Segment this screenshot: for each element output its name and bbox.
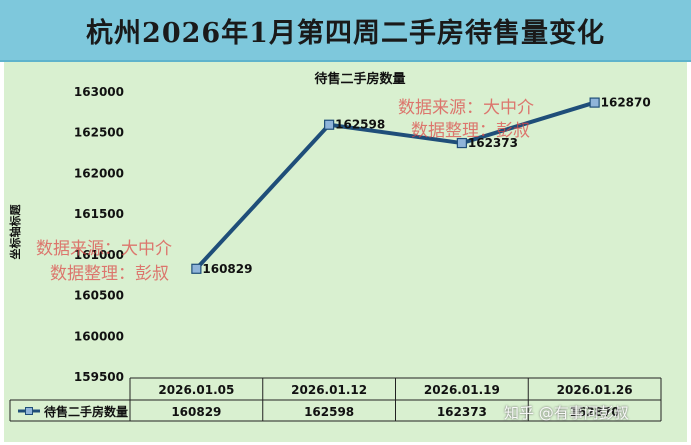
y-axis-title: 坐标轴标题 xyxy=(8,204,22,260)
data-point xyxy=(324,119,335,130)
banner-title: 杭州2026年1月第四周二手房待售量变化 xyxy=(86,17,605,49)
watermark-editor-top: 数据整理：彭叔 xyxy=(411,121,530,141)
chart-title: 待售二手房数量 xyxy=(313,71,405,87)
data-point xyxy=(589,97,600,108)
y-tick-label: 161000 xyxy=(74,248,124,262)
y-tick-label: 162500 xyxy=(74,126,124,140)
y-tick-label: 159500 xyxy=(74,370,124,384)
legend-label: 待售二手房数量 xyxy=(44,404,128,419)
series-line: 160829 162598 162373 162870 xyxy=(191,96,651,276)
x-category-label: 2026.01.19 xyxy=(424,383,500,397)
y-axis-ticks: 163000 162500 162000 161500 161000 160500 1600… xyxy=(74,85,124,384)
y-tick-label: 160000 xyxy=(74,329,124,343)
table-value: 162373 xyxy=(437,405,487,419)
table-value: 160829 xyxy=(171,405,221,419)
data-label: 160829 xyxy=(202,262,252,276)
series-path xyxy=(194,100,596,271)
y-tick-label: 162000 xyxy=(74,166,124,180)
x-category-label: 2026.01.26 xyxy=(557,383,633,397)
data-point xyxy=(191,263,202,274)
legend-key-marker xyxy=(25,407,33,415)
table-value: 162870 xyxy=(570,405,620,419)
watermark-editor-left: 数据整理：彭叔 xyxy=(50,264,169,284)
y-tick-label: 160500 xyxy=(74,289,124,303)
watermark-source-top: 数据来源：大中介 xyxy=(398,98,534,118)
data-point xyxy=(456,137,467,149)
watermark-source-left: 数据来源：大中介 xyxy=(36,239,172,259)
y-tick-label: 161500 xyxy=(74,207,124,221)
banner: 杭州2026年1月第四周二手房待售量变化 xyxy=(0,0,691,62)
table-value: 162598 xyxy=(304,405,354,419)
data-label: 162373 xyxy=(468,136,518,150)
x-category-label: 2026.01.05 xyxy=(158,383,234,397)
y-tick-label: 163000 xyxy=(74,85,124,99)
data-label: 162598 xyxy=(335,118,385,132)
data-table: 2026.01.05 160829 2026.01.12 162598 2026.01.… xyxy=(9,377,662,422)
footer-watermark: 知乎 @有事问彭叔 xyxy=(504,404,629,422)
x-category-label: 2026.01.12 xyxy=(291,383,367,397)
data-label: 162870 xyxy=(601,96,651,110)
